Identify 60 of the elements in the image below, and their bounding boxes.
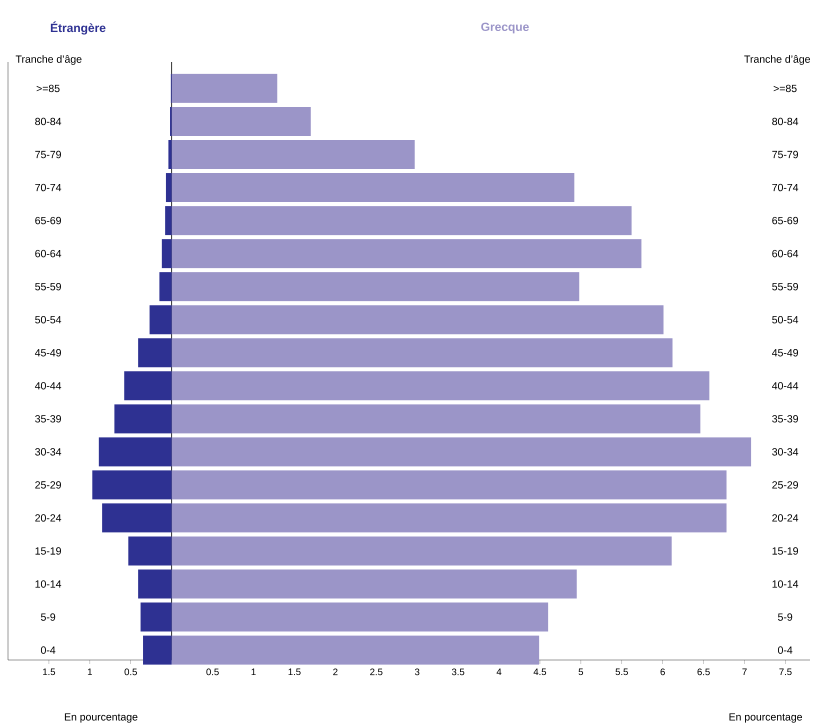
x-tick-label: 5.5 [616, 668, 628, 676]
category-label: 25-29 [35, 481, 61, 489]
y2-axis-title: Tranche d’âge [744, 55, 810, 65]
category-label: 35-39 [35, 415, 61, 423]
x-tick-label: 2.5 [370, 668, 382, 676]
x-tick-label: 6 [660, 668, 665, 676]
category-label: 80-84 [35, 118, 62, 126]
y-tick-label: 80-84 [772, 118, 798, 126]
y-tick-label: >=85 [774, 84, 797, 92]
y-axis-title: Tranche d’âge [16, 55, 82, 65]
y-tick-label: 10-14 [772, 580, 798, 588]
category-label: 20-24 [35, 514, 62, 522]
x-tick-label: 7.5 [779, 668, 792, 676]
x-tick-label: 5 [578, 668, 584, 676]
y-tick-label: 60-64 [772, 250, 798, 258]
x-tick-label: 1.5 [288, 668, 301, 676]
x-tick-label: 1 [252, 668, 256, 676]
category-label: 60-64 [35, 250, 62, 258]
y-tick-label: 5-9 [778, 613, 792, 621]
x-tick-label: 0.5 [124, 668, 137, 676]
y-tick-label: 25-29 [772, 481, 798, 489]
y-tick-label: 40-44 [772, 382, 798, 390]
x-tick-label: 1 [88, 668, 92, 676]
category-label: 55-59 [35, 282, 61, 290]
category-label: 70-74 [35, 184, 62, 192]
x-tick-label: 4.5 [534, 668, 546, 676]
x-tick-label: 2 [333, 668, 338, 676]
x-tick-label: 4 [496, 668, 502, 676]
x-tick-label: 3.5 [452, 668, 464, 676]
text: Étrangère [50, 21, 106, 35]
y-tick-label: 35-39 [772, 415, 798, 423]
category-label: 75-79 [35, 150, 61, 158]
category-label: 45-49 [34, 349, 61, 356]
y-tick-label: 0-4 [778, 646, 792, 654]
x-tick-label: 3 [414, 668, 420, 676]
category-label: >=85 [36, 84, 60, 92]
y-tick-label: 65-69 [772, 216, 798, 224]
category-label: 40-44 [34, 382, 62, 390]
y-tick-label: 15-19 [772, 547, 798, 555]
y-tick-label: 45-49 [772, 349, 798, 356]
text: Grecque [481, 22, 529, 34]
category-label: 10-14 [36, 580, 62, 588]
text: En pourcentage [729, 713, 802, 723]
y-tick-label: 50-54 [772, 316, 798, 324]
category-label: 5-9 [40, 613, 56, 621]
category-label: 65-69 [35, 216, 61, 224]
x-axis-title: En pourcentage [64, 713, 138, 723]
x-tick-label: 1.5 [43, 668, 56, 676]
category-label: 50-54 [35, 316, 62, 324]
x-tick-label: 6.5 [698, 668, 710, 676]
y-tick-label: 75-79 [772, 150, 798, 158]
x-tick-label: 7 [742, 668, 747, 676]
x-tick-label: 0.5 [206, 668, 219, 676]
y-tick-label: 20-24 [772, 514, 798, 522]
y-tick-label: 55-59 [772, 282, 798, 290]
category-label: 15-19 [36, 547, 61, 555]
category-label: 30-34 [35, 448, 62, 456]
y-tick-label: 70-74 [772, 184, 798, 192]
category-label: 0-4 [40, 646, 56, 654]
y-tick-label: 30-34 [772, 448, 798, 456]
